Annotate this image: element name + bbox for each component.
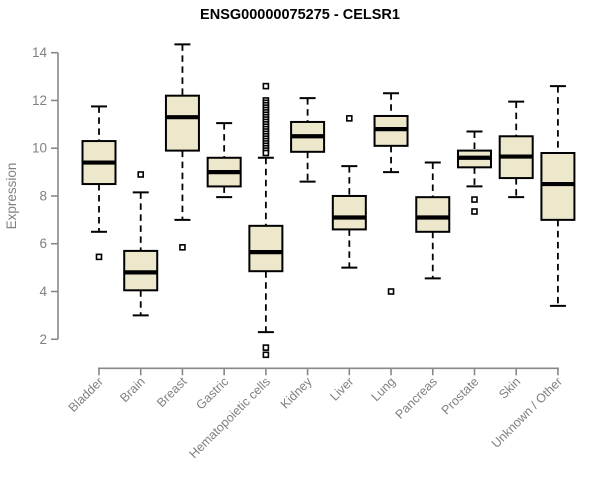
box-liver — [331, 194, 367, 231]
box-unknown-other — [540, 151, 576, 221]
box-pancreas — [415, 196, 451, 233]
y-tick-label: 8 — [39, 188, 47, 203]
y-tick-label: 2 — [39, 332, 47, 347]
y-tick-label: 12 — [32, 93, 47, 108]
y-tick-label: 4 — [39, 284, 47, 299]
x-tick-label: Skin — [496, 374, 523, 401]
outlier-lung — [387, 288, 395, 295]
outlier-brain — [137, 171, 145, 178]
y-axis-title: Expression — [4, 163, 19, 230]
y-tick-label: 10 — [32, 141, 47, 156]
outlier-hematopoietic-cells — [262, 344, 270, 351]
outlier-prostate — [471, 196, 478, 203]
x-tick-label: Breast — [154, 374, 190, 410]
y-tick-label: 14 — [32, 45, 48, 60]
outlier-hematopoietic-cells — [262, 82, 270, 90]
y-tick-label: 6 — [39, 236, 47, 251]
x-tick-label: Lung — [369, 374, 399, 404]
outlier-liver — [346, 115, 353, 122]
outlier-hematopoietic-cells — [262, 149, 270, 157]
x-tick-label: Prostate — [439, 374, 482, 417]
box-breast — [164, 94, 200, 152]
chart-title: ENSG00000075275 - CELSR1 — [200, 7, 400, 23]
outlier-breast — [179, 244, 186, 251]
x-tick-label: Bladder — [66, 375, 106, 415]
outlier-prostate — [471, 208, 478, 215]
x-tick-label: Liver — [327, 375, 356, 404]
x-tick-label: Gastric — [193, 375, 231, 413]
box-hematopoietic-cells — [248, 224, 284, 273]
x-tick-label: Hematopoietic cells — [186, 375, 273, 462]
x-tick-label: Brain — [117, 374, 148, 405]
outlier-bladder — [95, 253, 103, 261]
x-tick-label: Kidney — [278, 374, 315, 411]
x-tick-label: Pancreas — [393, 375, 440, 422]
x-tick-label: Unknown / Other — [489, 375, 565, 451]
outlier-hematopoietic-cells — [262, 351, 270, 359]
